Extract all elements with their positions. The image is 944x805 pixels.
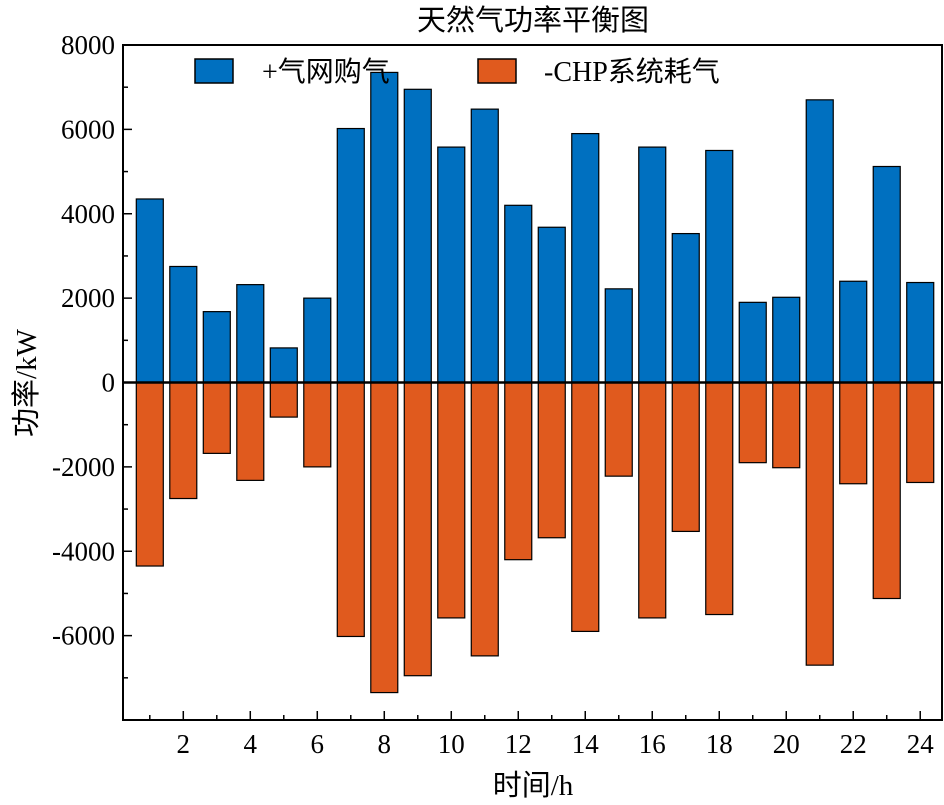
bar-purchase-1 (135, 198, 164, 384)
bar-purchase-2 (169, 265, 198, 384)
bar-chp-17 (671, 381, 700, 533)
x-tick-label-20: 20 (773, 729, 800, 759)
bar-purchase-13 (537, 226, 566, 384)
chart-title: 天然气功率平衡图 (417, 4, 649, 37)
bar-purchase-18 (705, 149, 734, 384)
legend: +气网购气 -CHP系统耗气 (194, 56, 720, 88)
bar-purchase-22 (839, 280, 868, 384)
bar-purchase-7 (336, 127, 365, 384)
bar-purchase-11 (470, 108, 499, 384)
bar-chp-3 (202, 381, 231, 454)
x-tick-label-12: 12 (505, 729, 532, 759)
legend-swatch-purchase (194, 58, 234, 84)
bar-purchase-12 (504, 204, 533, 384)
bar-chp-5 (269, 381, 298, 418)
bar-chp-23 (872, 381, 901, 600)
bar-chp-13 (537, 381, 566, 539)
x-tick-label-6: 6 (311, 729, 325, 759)
bar-chp-14 (571, 381, 600, 633)
bar-chp-2 (169, 381, 198, 500)
bar-chp-8 (370, 381, 399, 694)
y-tick-label--2000: -2000 (52, 452, 115, 482)
y-tick-label-8000: 8000 (61, 30, 115, 60)
x-axis: 2 4 6 8 10 12 14 16 18 20 22 24 (149, 711, 935, 759)
x-tick-label-2: 2 (177, 729, 191, 759)
bar-purchase-17 (671, 232, 700, 384)
bar-chp-10 (437, 381, 466, 619)
legend-label-chp: -CHP系统耗气 (544, 56, 720, 88)
y-tick-label-4000: 4000 (61, 199, 115, 229)
bar-purchase-16 (638, 146, 667, 384)
y-tick-label--4000: -4000 (52, 536, 115, 566)
y-tick-label-0: 0 (102, 368, 116, 398)
x-tick-label-8: 8 (378, 729, 392, 759)
bar-purchase-15 (604, 288, 633, 384)
x-tick-label-22: 22 (840, 729, 867, 759)
bar-purchase-23 (872, 165, 901, 384)
legend-label-purchase: +气网购气 (262, 56, 390, 88)
bar-chp-9 (403, 381, 432, 677)
bar-purchase-19 (738, 301, 767, 384)
x-tick-label-16: 16 (639, 729, 666, 759)
bar-purchase-24 (906, 281, 935, 384)
bar-purchase-14 (571, 132, 600, 384)
x-tick-label-4: 4 (244, 729, 258, 759)
bar-chp-20 (772, 381, 801, 469)
bar-chp-21 (805, 381, 834, 666)
legend-swatch-chp (477, 58, 517, 84)
bar-purchase-21 (805, 99, 834, 384)
bar-chp-24 (906, 381, 935, 484)
bar-chp-12 (504, 381, 533, 561)
x-tick-label-14: 14 (572, 729, 600, 759)
y-axis-title: 功率/kW (10, 328, 43, 437)
y-axis: -6000 -4000 -2000 0 2000 4000 6000 8000 (52, 30, 132, 679)
bar-purchase-10 (437, 146, 466, 384)
bar-purchase-9 (403, 88, 432, 384)
bar-chp-16 (638, 381, 667, 619)
bar-purchase-5 (269, 347, 298, 384)
y-tick-label-6000: 6000 (61, 114, 115, 144)
bar-chp-11 (470, 381, 499, 657)
bar-chp-4 (236, 381, 265, 481)
bar-chp-6 (303, 381, 332, 468)
bar-purchase-8 (370, 71, 399, 384)
bar-chp-15 (604, 381, 633, 477)
bar-purchase-4 (236, 284, 265, 384)
bar-chp-1 (135, 381, 164, 567)
bar-purchase-3 (202, 311, 231, 384)
bar-chp-7 (336, 381, 365, 638)
bars-layer (135, 71, 935, 694)
x-tick-label-24: 24 (907, 729, 935, 759)
y-tick-label--6000: -6000 (52, 621, 115, 651)
x-tick-label-18: 18 (706, 729, 733, 759)
bar-chp-18 (705, 381, 734, 616)
bar-chp-22 (839, 381, 868, 485)
x-axis-title: 时间/h (493, 769, 574, 802)
bar-chp-19 (738, 381, 767, 464)
x-tick-label-10: 10 (438, 729, 465, 759)
bar-purchase-6 (303, 297, 332, 384)
bar-purchase-20 (772, 296, 801, 384)
y-tick-label-2000: 2000 (61, 283, 115, 313)
